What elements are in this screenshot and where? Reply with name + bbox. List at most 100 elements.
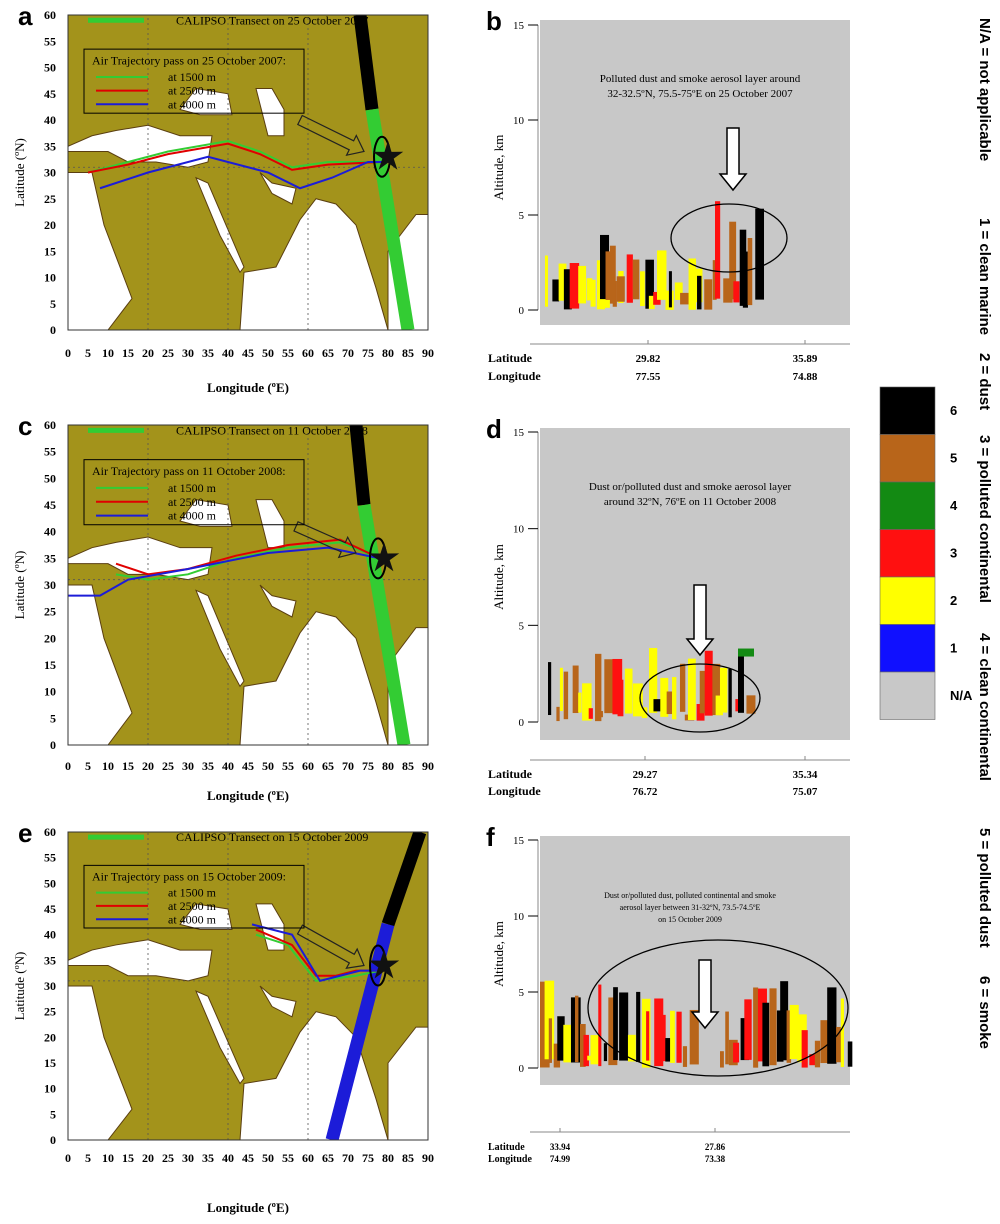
- coordinate: 27.86: [705, 1142, 726, 1152]
- aerosol-cell: [746, 695, 755, 713]
- y-tick-label: 60: [44, 825, 56, 839]
- y-tick-label: 30: [44, 578, 56, 592]
- aerosol-cell: [604, 659, 613, 713]
- aerosol-cell: [669, 271, 672, 307]
- legend-title: Air Trajectory pass on 15 October 2009:: [92, 869, 286, 883]
- y-tick-label: 60: [44, 8, 56, 22]
- coordinate: 75.07: [793, 786, 818, 798]
- x-tick-label: 90: [422, 346, 434, 360]
- x-axis-label: Longitude (ºE): [207, 1200, 289, 1215]
- legend-item: at 1500 m: [168, 70, 217, 84]
- coordinate: 77.55: [636, 371, 661, 383]
- aerosol-cell: [715, 201, 720, 298]
- y-tick-label: 50: [44, 61, 56, 75]
- x-tick-label: 80: [382, 1151, 394, 1165]
- panel-label: f: [486, 822, 495, 852]
- x-axis-label: Longitude (ºE): [207, 380, 289, 395]
- aerosol-cell: [560, 668, 563, 711]
- y-tick-label: 35: [44, 551, 56, 565]
- key: N/A = not applicable 1 = clean marine 2 = …: [976, 18, 993, 1049]
- y-tick-label: 55: [44, 34, 56, 48]
- y-tick-label: 40: [44, 928, 56, 942]
- panel-label: b: [486, 6, 502, 36]
- key-item: N/A = not applicable: [976, 18, 993, 161]
- y-tick-label: 0: [519, 717, 525, 729]
- aerosol-cell: [610, 246, 616, 304]
- aerosol-cell: [815, 1041, 820, 1068]
- aerosol-cell: [606, 251, 611, 300]
- aerosol-cell: [657, 250, 666, 299]
- aerosol-cell: [578, 266, 586, 304]
- y-tick-label: 0: [50, 1133, 56, 1147]
- aerosol-cell: [575, 996, 578, 1062]
- x-tick-label: 20: [142, 1151, 154, 1165]
- coordinate: 74.99: [550, 1154, 571, 1164]
- panel-label: c: [18, 411, 32, 441]
- row-label: Latitude: [488, 767, 533, 781]
- y-tick-label: 0: [50, 323, 56, 337]
- x-tick-label: 50: [262, 346, 274, 360]
- x-tick-label: 40: [222, 1151, 234, 1165]
- key-item: 2 = dust: [976, 353, 993, 410]
- x-tick-label: 55: [282, 1151, 294, 1165]
- aerosol-cell: [633, 683, 643, 716]
- colorbar-label: 6: [950, 403, 957, 418]
- x-tick-label: 50: [262, 1151, 274, 1165]
- x-tick-label: 55: [282, 759, 294, 773]
- key-item: 3 = polluted continental: [976, 435, 993, 603]
- panel-label: a: [18, 1, 33, 31]
- transect-title: CALIPSO Transect on 11 October 2008: [176, 424, 368, 438]
- colorbar-label: 4: [950, 498, 958, 513]
- colorbar-label: 1: [950, 641, 957, 656]
- x-tick-label: 35: [202, 759, 214, 773]
- aerosol-cell: [549, 1018, 552, 1063]
- x-tick-label: 75: [362, 759, 374, 773]
- y-tick-label: 15: [513, 427, 525, 439]
- aerosol-cell: [733, 1043, 739, 1063]
- y-tick-label: 60: [44, 418, 56, 432]
- aerosol-cell: [552, 279, 559, 301]
- figure: CALIPSO Transect on 25 October 2007Air T…: [0, 0, 1000, 1224]
- y-tick-label: 15: [44, 658, 56, 672]
- aerosol-cell: [802, 1030, 808, 1067]
- annotation: around 32ºN, 76ºE on 11 October 2008: [604, 496, 777, 508]
- key-item: 1 = clean marine: [976, 218, 993, 335]
- aerosol-cell: [617, 276, 625, 301]
- aerosol-cell: [660, 1015, 666, 1061]
- aerosol-cell: [556, 707, 559, 721]
- y-axis-label: Latitude (ºN): [12, 138, 27, 207]
- y-axis-label: Altitude, km: [491, 921, 506, 987]
- aerosol-cell: [633, 260, 640, 300]
- aerosol-cell: [720, 668, 727, 713]
- x-tick-label: 90: [422, 1151, 434, 1165]
- aerosol-cell: [640, 271, 645, 306]
- x-tick-label: 30: [182, 346, 194, 360]
- annotation: Dust or/polluted dust and smoke aerosol …: [589, 481, 792, 493]
- colorbar-cell: [880, 577, 935, 625]
- legend-title: Air Trajectory pass on 25 October 2007:: [92, 53, 286, 67]
- aerosol-cell: [670, 1011, 675, 1063]
- aerosol-cell: [583, 1035, 588, 1066]
- aerosol-cell: [587, 1056, 590, 1061]
- legend-item: at 2500 m: [168, 84, 217, 98]
- x-tick-label: 0: [65, 1151, 71, 1165]
- y-tick-label: 15: [513, 835, 525, 847]
- legend-item: at 4000 m: [168, 97, 217, 111]
- key-item: 4 = clean continental: [976, 633, 993, 781]
- y-tick-label: 25: [44, 1005, 56, 1019]
- x-tick-label: 45: [242, 346, 254, 360]
- aerosol-cell: [744, 999, 751, 1060]
- x-tick-label: 80: [382, 759, 394, 773]
- y-tick-label: 40: [44, 525, 56, 539]
- y-tick-label: 10: [44, 685, 56, 699]
- annotation: Dust or/polluted dust, polluted continen…: [604, 891, 776, 900]
- x-tick-label: 10: [102, 346, 114, 360]
- row-label: Longitude: [488, 369, 541, 383]
- aerosol-cell: [564, 672, 568, 720]
- y-tick-label: 45: [44, 498, 56, 512]
- colorbar-cell: [880, 530, 935, 578]
- y-tick-label: 5: [519, 210, 525, 222]
- x-tick-label: 45: [242, 759, 254, 773]
- x-tick-label: 85: [402, 346, 414, 360]
- colorbar-cell: [880, 387, 935, 435]
